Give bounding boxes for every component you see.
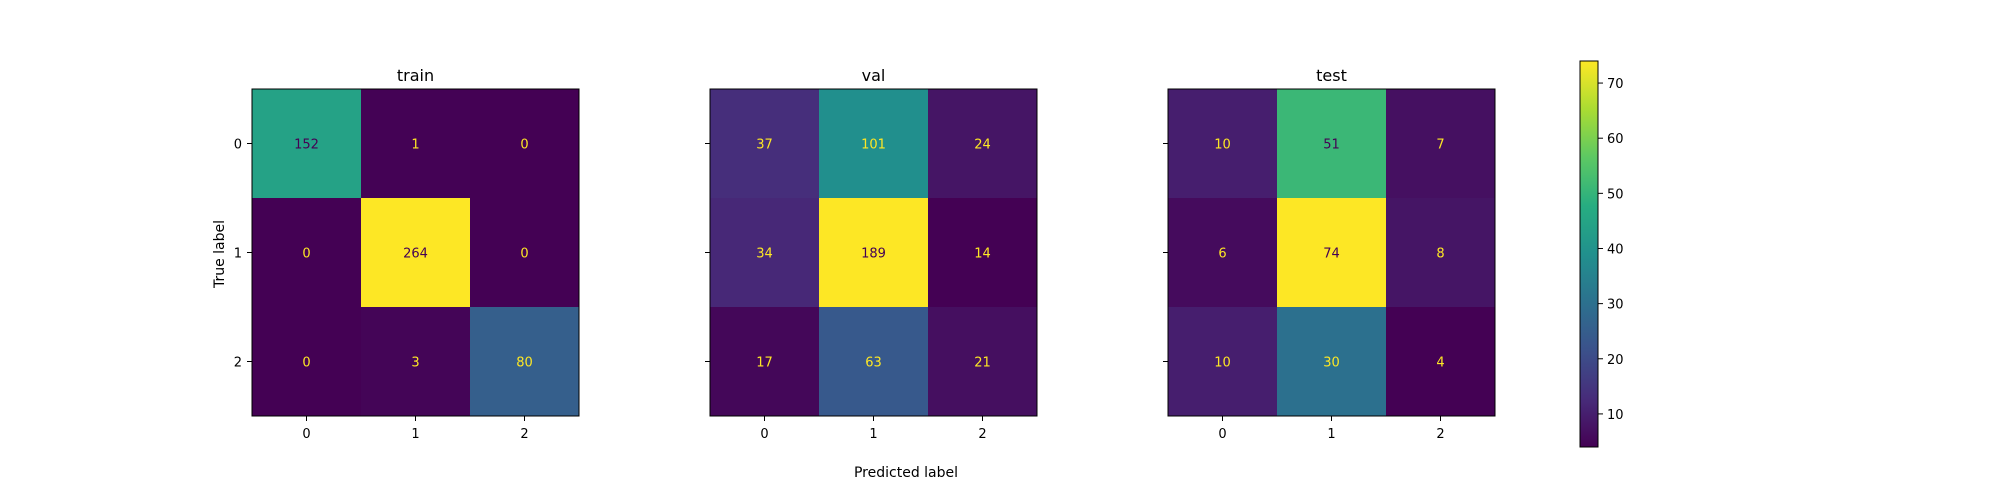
panel-title-test: test bbox=[1316, 66, 1347, 85]
cell-value-train-0-1: 1 bbox=[411, 138, 419, 153]
colorbar: 10 20 30 40 50 60 70 bbox=[1579, 60, 1624, 448]
cell-value-val-1-1: 189 bbox=[861, 247, 886, 262]
cell-train-2-1 bbox=[361, 307, 471, 417]
cell-val-2-0 bbox=[710, 307, 820, 417]
cell-value-train-1-0: 0 bbox=[302, 247, 310, 262]
cell-train-2-2 bbox=[470, 307, 580, 417]
cell-value-train-2-0: 0 bbox=[302, 356, 310, 371]
cell-value-test-2-1: 30 bbox=[1323, 356, 1340, 371]
panel-title-val: val bbox=[862, 66, 886, 85]
cell-value-train-1-2: 0 bbox=[520, 247, 528, 262]
cell-value-val-0-1: 101 bbox=[861, 138, 886, 153]
panel-train: 152 1 0 0 264 0 0 3 80 train 0 0 1 1 2 2 bbox=[234, 66, 580, 442]
xtick-label-train-0: 0 bbox=[302, 427, 310, 442]
cell-value-test-2-0: 10 bbox=[1214, 356, 1231, 371]
colorbar-tick-label-3: 40 bbox=[1607, 242, 1624, 257]
cell-val-1-2 bbox=[928, 198, 1038, 308]
cell-value-val-1-2: 14 bbox=[974, 247, 991, 262]
panel-val: 37 101 24 34 189 14 17 63 21 val 0 1 2 bbox=[705, 66, 1038, 442]
ytick-label-train-1: 1 bbox=[234, 247, 242, 262]
xtick-label-val-0: 0 bbox=[760, 427, 768, 442]
panel-test: 10 51 7 6 74 8 10 30 4 test 0 1 2 bbox=[1163, 66, 1496, 442]
xtick-label-test-0: 0 bbox=[1218, 427, 1226, 442]
cell-train-0-2 bbox=[470, 89, 580, 199]
xtick-label-val-1: 1 bbox=[869, 427, 877, 442]
cell-test-2-0 bbox=[1168, 307, 1278, 417]
colorbar-tick-label-4: 50 bbox=[1607, 187, 1624, 202]
cell-value-test-0-0: 10 bbox=[1214, 138, 1231, 153]
cell-val-1-0 bbox=[710, 198, 820, 308]
cell-value-train-2-1: 3 bbox=[411, 356, 419, 371]
cell-val-2-2 bbox=[928, 307, 1038, 417]
cell-value-test-1-2: 8 bbox=[1436, 247, 1444, 262]
cell-value-train-0-2: 0 bbox=[520, 138, 528, 153]
cell-value-val-2-2: 21 bbox=[974, 356, 991, 371]
colorbar-tick-label-1: 20 bbox=[1607, 353, 1624, 368]
cell-val-2-1 bbox=[819, 307, 929, 417]
cell-train-1-2 bbox=[470, 198, 580, 308]
cell-test-0-2 bbox=[1386, 89, 1496, 199]
colorbar-bar bbox=[1579, 60, 1599, 448]
cell-test-1-2 bbox=[1386, 198, 1496, 308]
cell-value-val-0-2: 24 bbox=[974, 138, 991, 153]
xtick-label-train-1: 1 bbox=[411, 427, 419, 442]
cell-value-val-2-1: 63 bbox=[865, 356, 882, 371]
cell-value-test-1-0: 6 bbox=[1218, 247, 1226, 262]
cell-value-train-0-0: 152 bbox=[294, 138, 319, 153]
cell-test-2-1 bbox=[1277, 307, 1387, 417]
cell-test-1-1 bbox=[1277, 198, 1387, 308]
cell-value-test-0-2: 7 bbox=[1436, 138, 1444, 153]
ytick-label-train-2: 2 bbox=[234, 356, 242, 371]
cell-value-train-2-2: 80 bbox=[516, 356, 533, 371]
panel-title-train: train bbox=[397, 66, 434, 85]
x-axis-label: Predicted label bbox=[854, 465, 958, 481]
colorbar-tick-label-2: 30 bbox=[1607, 298, 1624, 313]
cell-value-train-1-1: 264 bbox=[403, 247, 428, 262]
cell-val-1-1 bbox=[819, 198, 929, 308]
colorbar-tick-label-5: 60 bbox=[1607, 132, 1624, 147]
y-axis-label: True label bbox=[212, 220, 228, 289]
cell-test-0-0 bbox=[1168, 89, 1278, 199]
cell-train-1-1 bbox=[361, 198, 471, 308]
cell-value-test-0-1: 51 bbox=[1323, 138, 1340, 153]
xtick-label-train-2: 2 bbox=[520, 427, 528, 442]
cell-value-val-2-0: 17 bbox=[756, 356, 773, 371]
cell-val-0-1 bbox=[819, 89, 929, 199]
cell-value-val-0-0: 37 bbox=[756, 138, 773, 153]
colorbar-tick-label-6: 70 bbox=[1607, 77, 1624, 92]
cell-test-1-0 bbox=[1168, 198, 1278, 308]
cell-val-0-0 bbox=[710, 89, 820, 199]
xtick-label-val-2: 2 bbox=[978, 427, 986, 442]
xtick-label-test-1: 1 bbox=[1327, 427, 1335, 442]
cell-value-test-1-1: 74 bbox=[1323, 247, 1340, 262]
colorbar-tick-label-0: 10 bbox=[1607, 408, 1624, 423]
cell-train-1-0 bbox=[252, 198, 362, 308]
cell-train-0-0 bbox=[252, 89, 362, 199]
cell-test-2-2 bbox=[1386, 307, 1496, 417]
cell-val-0-2 bbox=[928, 89, 1038, 199]
cell-value-val-1-0: 34 bbox=[756, 247, 773, 262]
cell-value-test-2-2: 4 bbox=[1436, 356, 1444, 371]
cell-train-0-1 bbox=[361, 89, 471, 199]
cell-train-2-0 bbox=[252, 307, 362, 417]
ytick-label-train-0: 0 bbox=[234, 138, 242, 153]
cell-test-0-1 bbox=[1277, 89, 1387, 199]
xtick-label-test-2: 2 bbox=[1436, 427, 1444, 442]
